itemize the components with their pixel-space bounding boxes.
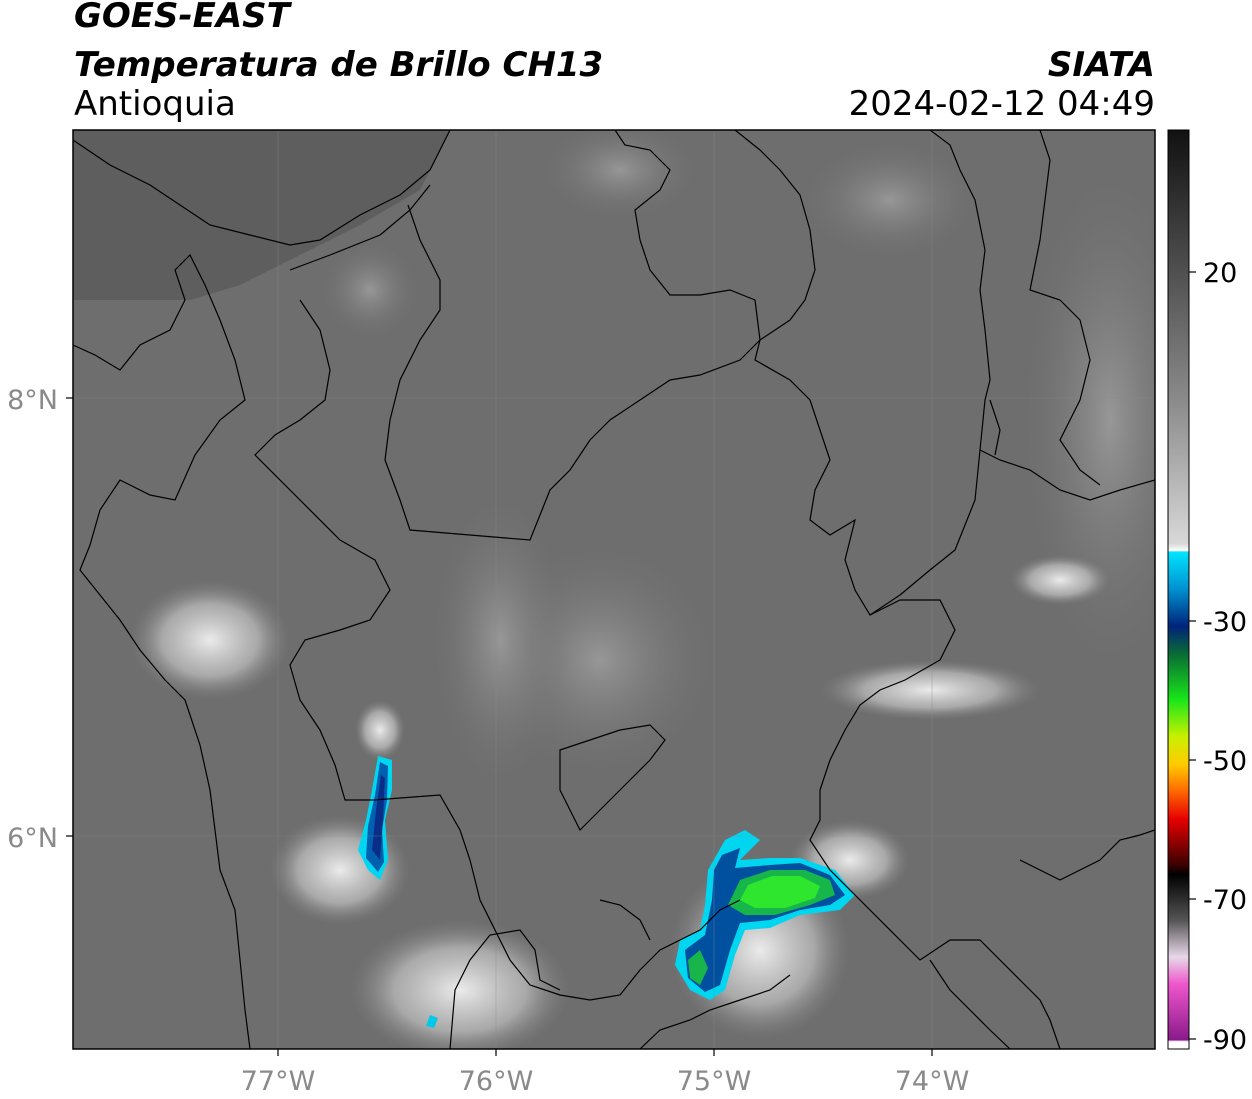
lat-tick-label: 8°N — [7, 385, 58, 416]
graticule — [73, 130, 1155, 1049]
title-satellite: GOES-EAST — [74, 0, 290, 36]
colorbar-tick-label: -50 — [1203, 746, 1247, 777]
borders — [73, 130, 1155, 1049]
lon-tick-label: 75°W — [677, 1066, 752, 1097]
colorbar: 20 -30 -50 -70 -90 — [1167, 129, 1247, 1056]
lat-tick-label: 6°N — [7, 823, 58, 854]
lon-tick-label: 74°W — [895, 1066, 970, 1097]
timestamp: 2024-02-12 04:49 — [848, 84, 1155, 124]
cyan-spot-southwest — [426, 1015, 438, 1028]
colorbar-tick-label: -90 — [1203, 1025, 1247, 1056]
satellite-imagery — [73, 130, 1155, 1049]
map-frame — [72, 129, 1156, 1050]
lon-tick-label: 77°W — [241, 1066, 316, 1097]
blue-cell-west — [358, 756, 392, 880]
title-product: Temperatura de Brillo CH13 — [74, 45, 604, 85]
lon-tick-label: 76°W — [459, 1066, 534, 1097]
colorbar-tick-label: -70 — [1203, 885, 1247, 916]
colorbar-tick-label: 20 — [1203, 258, 1237, 289]
green-cell-center — [675, 830, 855, 1000]
brand-label: SIATA — [1047, 45, 1155, 85]
axis-ticks — [66, 397, 933, 1056]
region-label: Antioquia — [74, 84, 236, 124]
colorbar-tick-label: -30 — [1203, 607, 1247, 638]
